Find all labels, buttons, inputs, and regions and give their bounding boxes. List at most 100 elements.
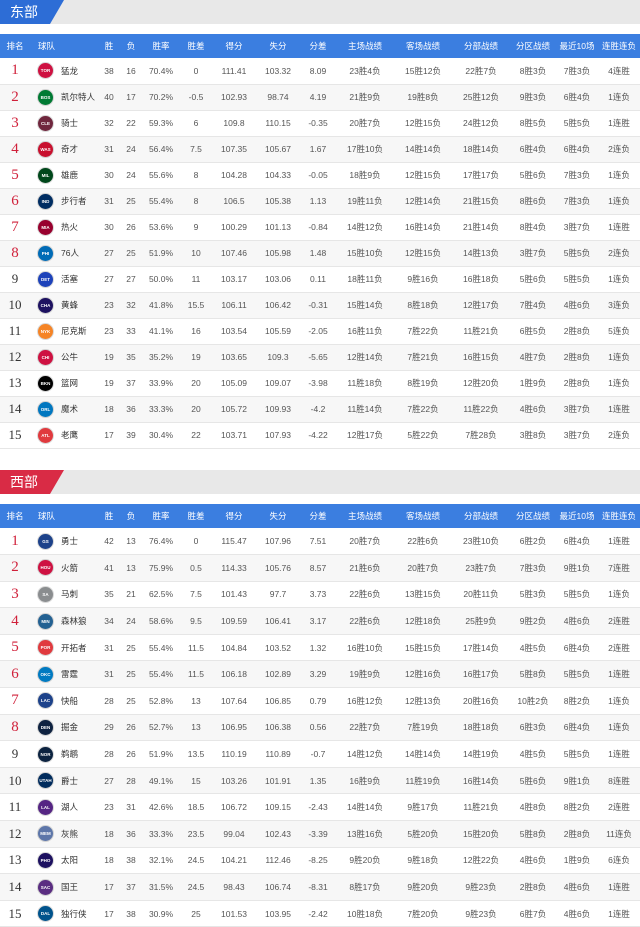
- team-cell[interactable]: UTAH 爵士: [30, 767, 98, 795]
- team-name[interactable]: 老鹰: [61, 430, 79, 440]
- team-name[interactable]: 太阳: [61, 855, 79, 866]
- team-name[interactable]: 骑士: [61, 118, 79, 128]
- team-name[interactable]: 森林狼: [61, 616, 87, 627]
- team-name[interactable]: 公牛: [61, 352, 79, 362]
- team-cell[interactable]: MIN 森林狼: [30, 607, 98, 635]
- team-name[interactable]: 灰熊: [61, 828, 79, 839]
- table-row[interactable]: 2 BOS 凯尔特人 40 17 70.2% -0.5 102.93 98.74 4.19 21胜9…: [0, 84, 640, 111]
- team-name[interactable]: 凯尔特人: [61, 92, 96, 102]
- team-logo-icon[interactable]: OKC: [38, 666, 53, 682]
- team-logo-icon[interactable]: IND: [38, 193, 53, 209]
- table-row[interactable]: 5 MIL 雄鹿 30 24 55.6% 8 104.28 104.33 -0.05 18胜9负 12…: [0, 162, 640, 189]
- team-logo-icon[interactable]: BOS: [38, 89, 53, 105]
- table-row[interactable]: 11 NYK 尼克斯 23 33 41.1% 16 103.54 105.59 -2.05 16胜1…: [0, 318, 640, 345]
- team-logo-icon[interactable]: CHA: [38, 297, 53, 313]
- team-logo-icon[interactable]: MEM: [38, 826, 53, 842]
- team-logo-icon[interactable]: MIN: [38, 613, 53, 629]
- team-name[interactable]: 尼克斯: [61, 326, 87, 336]
- team-cell[interactable]: PHO 太阳: [30, 847, 98, 875]
- team-cell[interactable]: IND 步行者: [30, 188, 98, 215]
- team-name[interactable]: 猛龙: [61, 65, 79, 76]
- team-name[interactable]: 国王: [61, 882, 79, 893]
- team-logo-icon[interactable]: DET: [38, 271, 53, 287]
- team-name[interactable]: 篮网: [61, 378, 79, 388]
- table-row[interactable]: 7 LAC 快船 28 25 52.8% 13 107.64 106.85 0.79 16胜12负 1…: [0, 687, 640, 715]
- table-row[interactable]: 13 BKN 篮网 19 37 33.9% 20 105.09 109.07 -3.98 11胜18…: [0, 370, 640, 397]
- team-name[interactable]: 开拓者: [61, 642, 87, 653]
- team-name[interactable]: 步行者: [61, 196, 87, 206]
- team-logo-icon[interactable]: LAL: [38, 799, 53, 815]
- team-cell[interactable]: ATL 老鹰: [30, 422, 98, 449]
- team-cell[interactable]: HOU 火箭: [30, 554, 98, 582]
- team-logo-icon[interactable]: LAC: [38, 693, 53, 709]
- team-cell[interactable]: BOS 凯尔特人: [30, 84, 98, 111]
- team-cell[interactable]: CHI 公牛: [30, 344, 98, 371]
- team-logo-icon[interactable]: DEN: [38, 719, 53, 735]
- table-row[interactable]: 3 SA 马刺 35 21 62.5% 7.5 101.43 97.7 3.73 22胜6负 13胜1…: [0, 581, 640, 609]
- team-logo-icon[interactable]: CHI: [38, 349, 53, 365]
- table-row[interactable]: 9 DET 活塞 27 27 50.0% 11 103.17 103.06 0.11 18胜11负 9…: [0, 266, 640, 293]
- west-conference-tab[interactable]: 西部: [0, 470, 64, 494]
- team-name[interactable]: 魔术: [61, 404, 79, 414]
- team-name[interactable]: 黄蜂: [61, 300, 79, 310]
- team-logo-icon[interactable]: PHI: [38, 245, 53, 261]
- team-cell[interactable]: SA 马刺: [30, 581, 98, 609]
- table-row[interactable]: 14 SAC 国王 17 37 31.5% 24.5 98.43 106.74 -8.31 8胜17…: [0, 873, 640, 901]
- team-cell[interactable]: PHI 76人: [30, 240, 98, 267]
- team-cell[interactable]: MIL 雄鹿: [30, 162, 98, 189]
- team-logo-icon[interactable]: CLE: [38, 115, 53, 131]
- table-row[interactable]: 1 TOR 猛龙 38 16 70.4% 0 111.41 103.32 8.09 23胜4负 15胜…: [0, 58, 640, 85]
- table-row[interactable]: 13 PHO 太阳 18 38 32.1% 24.5 104.21 112.46 -8.25 9胜2…: [0, 847, 640, 875]
- team-cell[interactable]: WAS 奇才: [30, 136, 98, 163]
- team-cell[interactable]: LAC 快船: [30, 687, 98, 715]
- team-name[interactable]: 鹈鹕: [61, 749, 79, 760]
- team-logo-icon[interactable]: NYK: [38, 323, 53, 339]
- team-name[interactable]: 76人: [61, 248, 79, 258]
- team-cell[interactable]: GS 勇士: [30, 528, 98, 556]
- team-name[interactable]: 快船: [61, 695, 79, 706]
- table-row[interactable]: 4 MIN 森林狼 34 24 58.6% 9.5 109.59 106.41 3.17 22胜6负…: [0, 607, 640, 635]
- team-logo-icon[interactable]: HOU: [38, 560, 53, 576]
- table-row[interactable]: 2 HOU 火箭 41 13 75.9% 0.5 114.33 105.76 8.57 21胜6负 2…: [0, 554, 640, 582]
- table-row[interactable]: 11 LAL 湖人 23 31 42.6% 18.5 106.72 109.15 -2.43 14胜…: [0, 793, 640, 822]
- team-cell[interactable]: BKN 篮网: [30, 370, 98, 397]
- team-cell[interactable]: MEM 灰熊: [30, 820, 98, 848]
- team-cell[interactable]: CLE 骑士: [30, 110, 98, 137]
- team-logo-icon[interactable]: POR: [38, 640, 53, 656]
- table-row[interactable]: 5 POR 开拓者 31 25 55.4% 11.5 104.84 103.52 1.32 16胜1…: [0, 634, 640, 662]
- table-row[interactable]: 1 GS 勇士 42 13 76.4% 0 115.47 107.96 7.51 20胜7负 22胜6…: [0, 528, 640, 556]
- team-cell[interactable]: SAC 国王: [30, 873, 98, 901]
- team-logo-icon[interactable]: UTAH: [38, 773, 53, 789]
- team-logo-icon[interactable]: SA: [38, 586, 53, 602]
- team-logo-icon[interactable]: BKN: [38, 375, 53, 391]
- team-name[interactable]: 爵士: [61, 775, 79, 786]
- team-cell[interactable]: MIA 热火: [30, 214, 98, 241]
- team-logo-icon[interactable]: TOR: [38, 63, 53, 79]
- table-row[interactable]: 3 CLE 骑士 32 22 59.3% 6 109.8 110.15 -0.35 20胜7负 12胜…: [0, 110, 640, 137]
- team-name[interactable]: 掘金: [61, 722, 79, 733]
- team-name[interactable]: 雄鹿: [61, 170, 79, 180]
- team-cell[interactable]: ORL 魔术: [30, 396, 98, 423]
- team-cell[interactable]: LAL 湖人: [30, 793, 98, 822]
- table-row[interactable]: 6 OKC 雷霆 31 25 55.4% 11.5 106.18 102.89 3.29 19胜9负…: [0, 660, 640, 689]
- table-row[interactable]: 8 DEN 掘金 29 26 52.7% 13 106.95 106.38 0.56 22胜7负 7胜…: [0, 714, 640, 742]
- team-name[interactable]: 热火: [61, 222, 79, 232]
- team-logo-icon[interactable]: MIL: [38, 167, 53, 183]
- team-logo-icon[interactable]: NOR: [38, 746, 53, 762]
- team-name[interactable]: 勇士: [61, 536, 79, 547]
- team-logo-icon[interactable]: WAS: [38, 141, 53, 157]
- table-row[interactable]: 8 PHI 76人 27 25 51.9% 10 107.46 105.98 1.48 15胜10负…: [0, 240, 640, 267]
- team-logo-icon[interactable]: ORL: [38, 401, 53, 417]
- team-name[interactable]: 雷霆: [61, 669, 79, 680]
- team-cell[interactable]: NOR 鹈鹕: [30, 740, 98, 768]
- table-row[interactable]: 12 MEM 灰熊 18 36 33.3% 23.5 99.04 102.43 -3.39 13胜1…: [0, 820, 640, 848]
- table-row[interactable]: 10 UTAH 爵士 27 28 49.1% 15 103.26 101.91 1.35 16胜9负…: [0, 767, 640, 795]
- table-row[interactable]: 9 NOR 鹈鹕 28 26 51.9% 13.5 110.19 110.89 -0.7 14胜12…: [0, 740, 640, 768]
- team-name[interactable]: 火箭: [61, 562, 79, 573]
- team-name[interactable]: 湖人: [61, 802, 79, 813]
- team-cell[interactable]: POR 开拓者: [30, 634, 98, 662]
- team-cell[interactable]: OKC 雷霆: [30, 660, 98, 689]
- team-cell[interactable]: DEN 掘金: [30, 714, 98, 742]
- team-name[interactable]: 活塞: [61, 274, 79, 284]
- team-logo-icon[interactable]: PHO: [38, 852, 53, 868]
